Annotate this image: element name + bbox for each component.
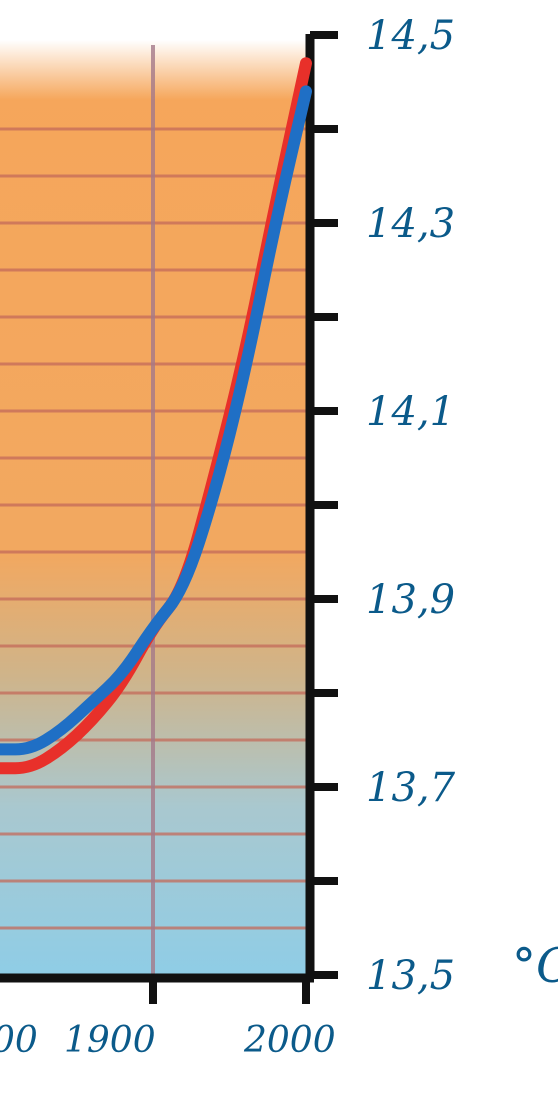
y-tick-label: 13,7 (366, 765, 456, 811)
y-tick-labels: 14,5 14,3 14,1 13,9 13,7 13,5 (366, 13, 456, 999)
series-line-2 (0, 85, 312, 756)
x-tick-label: 00 (0, 1020, 38, 1061)
y-unit-label: °C (512, 938, 558, 994)
y-tick-label: 14,5 (366, 13, 455, 59)
x-tick-labels: 00 1900 2000 (0, 1020, 336, 1061)
y-tick-label: 14,1 (366, 389, 455, 435)
y-tick-label: 14,3 (366, 201, 455, 247)
x-axis (0, 973, 314, 1004)
y-axis (305, 31, 338, 979)
x-tick-label: 2000 (243, 1020, 336, 1061)
x-tick-label: 1900 (64, 1020, 156, 1061)
series-lines (0, 57, 312, 775)
y-tick-label: 13,9 (366, 577, 455, 623)
y-tick-label: 13,5 (366, 953, 455, 999)
